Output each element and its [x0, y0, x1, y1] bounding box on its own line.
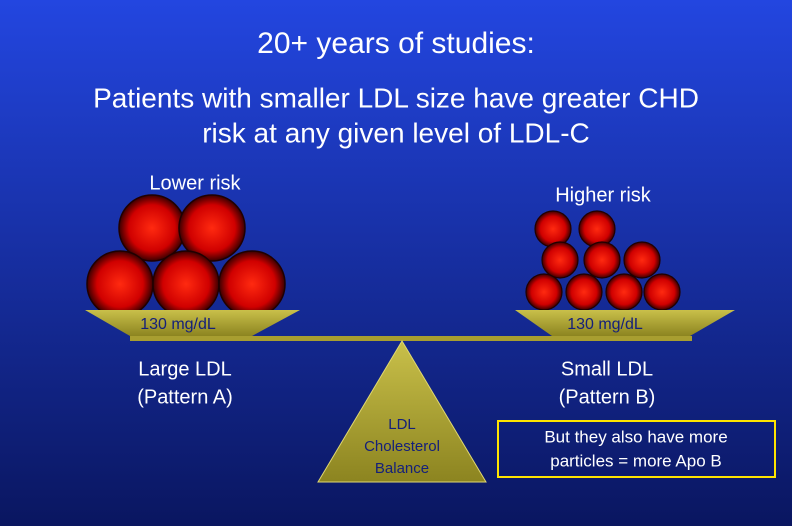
fulcrum [317, 340, 487, 483]
caption: (Pattern A) [137, 386, 233, 408]
subtitle: Patients with smaller LDL size have grea… [93, 82, 699, 113]
right-pan [515, 310, 735, 336]
fulcrum-label: LDL [388, 416, 416, 433]
pan-label: 130 mg/dL [567, 316, 643, 333]
risk-label: Lower risk [149, 172, 241, 194]
pan-label: 130 mg/dL [140, 316, 216, 333]
caption: (Pattern B) [559, 386, 656, 408]
left-pan [85, 310, 300, 336]
caption: Small LDL [561, 358, 653, 380]
large-particles [86, 194, 286, 318]
fulcrum-label: Cholesterol [364, 438, 440, 455]
beam [130, 336, 692, 341]
fulcrum-label: Balance [375, 460, 429, 477]
title: 20+ years of studies: [257, 27, 535, 60]
caption: Large LDL [138, 358, 231, 380]
note: But they also have more [544, 427, 727, 446]
risk-label: Higher risk [555, 184, 652, 206]
subtitle: risk at any given level of LDL-C [202, 117, 590, 148]
note-box [497, 420, 776, 478]
note: particles = more Apo B [550, 451, 722, 470]
